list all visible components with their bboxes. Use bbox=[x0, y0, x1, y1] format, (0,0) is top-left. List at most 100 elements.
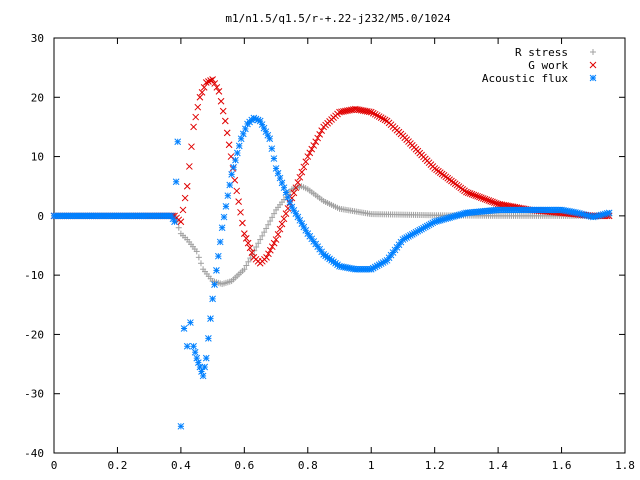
data-point bbox=[230, 163, 237, 171]
data-point bbox=[253, 243, 260, 250]
x-tick-label: 0.6 bbox=[234, 459, 254, 472]
legend-marker bbox=[590, 49, 596, 55]
data-point bbox=[193, 354, 201, 362]
data-point bbox=[464, 189, 472, 197]
series-2 bbox=[50, 114, 613, 430]
data-point bbox=[302, 158, 310, 166]
data-point bbox=[232, 156, 239, 164]
data-point bbox=[177, 422, 185, 430]
series-1 bbox=[50, 76, 613, 267]
data-point bbox=[266, 246, 274, 254]
data-point bbox=[470, 191, 478, 199]
data-point bbox=[292, 184, 300, 192]
data-point bbox=[223, 129, 231, 137]
data-point bbox=[489, 198, 496, 206]
data-point bbox=[242, 235, 250, 242]
x-tick-label: 1.2 bbox=[425, 459, 445, 472]
data-point bbox=[202, 354, 210, 362]
data-point bbox=[474, 192, 481, 200]
data-point bbox=[268, 243, 276, 251]
data-point bbox=[194, 103, 202, 111]
data-point bbox=[316, 130, 324, 138]
data-point bbox=[371, 110, 379, 118]
data-point bbox=[188, 143, 195, 151]
y-tick-label: 0 bbox=[37, 210, 44, 223]
data-point bbox=[466, 190, 474, 197]
data-point bbox=[463, 188, 470, 196]
data-point bbox=[476, 193, 483, 201]
data-point bbox=[177, 218, 185, 226]
data-point bbox=[245, 258, 252, 265]
data-point bbox=[196, 93, 204, 101]
data-point bbox=[487, 197, 495, 205]
data-point bbox=[369, 109, 377, 117]
y-tick-label: 20 bbox=[31, 91, 44, 104]
data-point bbox=[213, 84, 221, 91]
data-point bbox=[200, 84, 208, 91]
data-point bbox=[218, 224, 226, 232]
chart-title: m1/n1.5/q1.5/r-+.22-j232/M5.0/1024 bbox=[225, 12, 451, 25]
data-point bbox=[181, 194, 189, 202]
data-point bbox=[308, 145, 316, 153]
data-point bbox=[294, 179, 302, 186]
data-point bbox=[209, 76, 216, 83]
data-point bbox=[263, 254, 270, 261]
data-point bbox=[304, 153, 312, 160]
data-point bbox=[248, 249, 256, 256]
axes: 0 0.2 0.4 0.6 0.8 1 1.2 1.4 1.6 1.8 30 20 10 0 -10 -20 -… bbox=[24, 32, 635, 472]
data-point bbox=[217, 97, 225, 105]
data-point bbox=[261, 229, 268, 236]
data-point bbox=[244, 239, 252, 247]
y-tick-label: 30 bbox=[31, 32, 44, 45]
data-point bbox=[191, 348, 199, 356]
data-point bbox=[171, 218, 178, 226]
data-point bbox=[265, 250, 272, 258]
data-point bbox=[276, 225, 284, 233]
data-point bbox=[198, 368, 205, 375]
data-point bbox=[199, 372, 207, 380]
legend-marker bbox=[589, 61, 597, 69]
plot-frame bbox=[53, 37, 626, 454]
data-point bbox=[259, 232, 266, 239]
data-point bbox=[379, 115, 387, 123]
y-tick-label: -20 bbox=[24, 328, 44, 341]
data-point bbox=[207, 315, 214, 322]
data-point bbox=[247, 255, 254, 262]
y-tick-label: -30 bbox=[24, 388, 44, 401]
data-point bbox=[365, 108, 373, 116]
data-point bbox=[187, 319, 194, 326]
legend-label: G work bbox=[528, 59, 568, 72]
data-point bbox=[270, 155, 278, 162]
data-point bbox=[237, 208, 244, 216]
data-point bbox=[246, 244, 254, 252]
data-point bbox=[290, 189, 298, 197]
data-point bbox=[267, 218, 274, 225]
data-point bbox=[205, 335, 212, 342]
data-point bbox=[180, 325, 188, 332]
data-point bbox=[194, 359, 202, 366]
data-point bbox=[205, 78, 212, 85]
data-point bbox=[241, 266, 248, 273]
data-point bbox=[280, 215, 288, 223]
data-point bbox=[179, 206, 187, 214]
y-tick-label: 10 bbox=[31, 151, 44, 164]
data-point bbox=[213, 267, 220, 274]
data-point bbox=[227, 153, 235, 160]
data-point bbox=[198, 88, 206, 96]
data-point bbox=[271, 210, 278, 217]
x-tick-label: 0 bbox=[51, 459, 58, 472]
data-point bbox=[192, 113, 200, 121]
data-point bbox=[282, 210, 290, 217]
data-point bbox=[190, 123, 197, 131]
data-point bbox=[375, 113, 383, 120]
x-tick-label: 1 bbox=[368, 459, 375, 472]
data-point bbox=[221, 117, 229, 125]
data-point bbox=[257, 236, 264, 243]
data-marks bbox=[50, 76, 613, 430]
data-point bbox=[284, 205, 292, 212]
data-point bbox=[468, 190, 476, 198]
data-point bbox=[195, 254, 202, 261]
data-point bbox=[222, 203, 230, 210]
